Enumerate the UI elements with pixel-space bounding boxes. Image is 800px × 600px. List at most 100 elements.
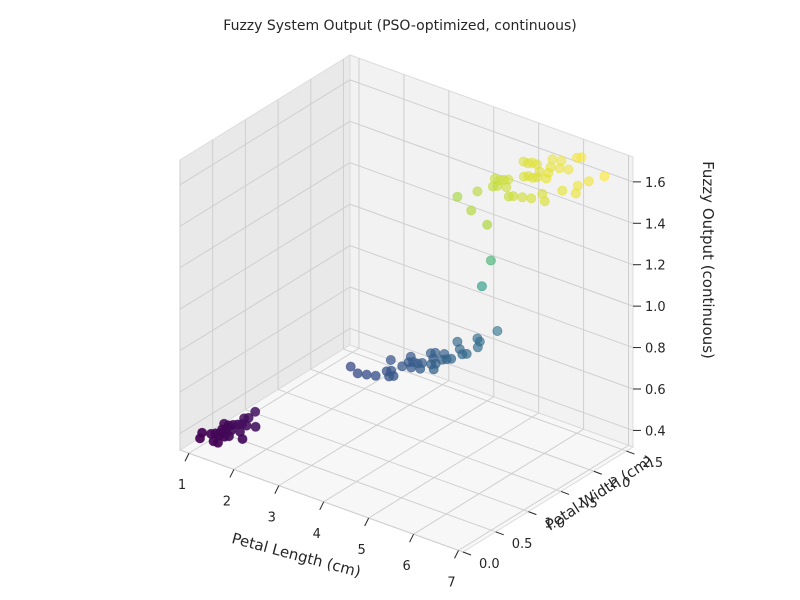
data-point bbox=[385, 354, 396, 365]
x-tick-mark bbox=[229, 469, 235, 478]
data-point bbox=[472, 342, 483, 353]
data-point bbox=[501, 182, 512, 193]
axis-panes bbox=[178, 54, 635, 553]
data-point bbox=[583, 176, 594, 187]
data-point bbox=[428, 364, 439, 375]
x-tick-label: 3 bbox=[268, 511, 276, 526]
data-point bbox=[250, 421, 261, 432]
data-point bbox=[223, 431, 234, 442]
data-point bbox=[532, 172, 543, 183]
data-point bbox=[352, 368, 363, 379]
grid-line-z-back bbox=[349, 327, 634, 431]
data-point bbox=[415, 363, 426, 374]
axis-ticks: 1 2 3 4 5 6 7 0.0 0.5 1.0 1.5 2.0 2.5 0.4 0.6 0.8 1.0 1.2… bbox=[178, 176, 666, 591]
data-point bbox=[461, 348, 472, 359]
x-tick-label: 1 bbox=[178, 478, 186, 493]
grid-line-y-floor bbox=[179, 449, 464, 553]
grid-line-z-left bbox=[179, 286, 351, 393]
x-tick-label: 6 bbox=[402, 559, 410, 574]
grid-line-z-back bbox=[349, 79, 634, 183]
data-point bbox=[539, 196, 550, 207]
data-point bbox=[452, 191, 463, 202]
x-tick-mark bbox=[184, 453, 190, 462]
y-tick-mark bbox=[462, 551, 472, 556]
z-tick-label: 0.6 bbox=[645, 383, 666, 398]
grid-line-y-floor bbox=[212, 429, 496, 533]
data-point bbox=[508, 191, 519, 202]
data-point bbox=[476, 281, 487, 292]
grid-line-z-back bbox=[349, 120, 634, 224]
x-tick-mark bbox=[274, 485, 280, 494]
grid-line-y-floor bbox=[245, 409, 529, 513]
y-tick-label: 0.5 bbox=[512, 537, 533, 552]
data-point bbox=[599, 171, 610, 182]
grid-line-x-floor bbox=[458, 444, 629, 551]
y-tick-mark bbox=[560, 490, 570, 495]
grid-line-z-back bbox=[349, 286, 634, 390]
z-tick-label: 1.0 bbox=[645, 300, 666, 315]
x-tick-mark bbox=[409, 533, 415, 543]
x-tick-label: 5 bbox=[358, 543, 366, 558]
data-point bbox=[370, 370, 381, 381]
y-tick-label: 1.0 bbox=[544, 517, 565, 532]
data-point bbox=[237, 433, 248, 444]
z-tick-label: 1.4 bbox=[645, 217, 666, 232]
data-points bbox=[194, 152, 610, 448]
data-point bbox=[576, 152, 587, 163]
data-point bbox=[194, 433, 205, 444]
grid-line-z-left bbox=[179, 120, 351, 227]
data-point bbox=[446, 353, 457, 364]
data-point bbox=[526, 193, 537, 204]
y-tick-label: 2.5 bbox=[642, 456, 663, 471]
grid-line-z-left bbox=[179, 245, 351, 351]
data-point bbox=[492, 325, 503, 336]
x-tick-label: 2 bbox=[223, 494, 231, 509]
x-axis-label: Petal Length (cm) bbox=[230, 529, 363, 581]
grid-line-y-floor bbox=[277, 388, 562, 492]
data-point bbox=[517, 192, 528, 203]
data-point bbox=[482, 219, 493, 230]
grid-line-x-floor bbox=[278, 380, 450, 487]
grid-line-x-floor bbox=[368, 412, 539, 519]
x-tick-mark bbox=[364, 517, 370, 527]
y-tick-label: 2.0 bbox=[610, 476, 631, 491]
grid-line-z-back bbox=[349, 245, 634, 349]
grid-line-z-back bbox=[349, 162, 634, 266]
data-point bbox=[250, 406, 261, 417]
data-point bbox=[485, 255, 496, 266]
x-tick-mark bbox=[319, 501, 325, 511]
data-point bbox=[397, 361, 408, 372]
data-point bbox=[466, 205, 477, 216]
y-tick-mark bbox=[593, 470, 602, 475]
data-point bbox=[388, 370, 399, 381]
x-tick-mark bbox=[454, 550, 459, 559]
data-point bbox=[563, 164, 574, 175]
chart-title: Fuzzy System Output (PSO-optimized, cont… bbox=[223, 18, 576, 34]
grid-line-z-left bbox=[179, 79, 351, 186]
data-point bbox=[345, 361, 356, 372]
z-tick-label: 0.8 bbox=[645, 342, 666, 357]
data-point bbox=[406, 362, 417, 373]
data-point bbox=[361, 369, 372, 380]
x-tick-label: 7 bbox=[447, 575, 455, 590]
y-tick-label: 1.5 bbox=[577, 496, 598, 511]
data-point bbox=[557, 185, 568, 196]
grid-line-z-left bbox=[179, 203, 351, 310]
z-tick-label: 1.2 bbox=[645, 259, 666, 274]
z-axis-label: Fuzzy Output (continuous) bbox=[699, 161, 717, 359]
data-point bbox=[212, 437, 223, 448]
z-tick-label: 0.4 bbox=[645, 424, 666, 439]
grid-line-x-floor bbox=[323, 396, 495, 503]
data-point bbox=[570, 188, 581, 199]
data-point bbox=[541, 173, 552, 184]
grid-line-z-left bbox=[179, 162, 351, 269]
grid-line-z-back bbox=[349, 203, 634, 307]
y-tick-mark bbox=[495, 531, 504, 536]
y-tick-label: 0.0 bbox=[479, 557, 500, 572]
grid-line-y-floor bbox=[310, 368, 594, 472]
grid-line-z-left bbox=[179, 328, 351, 434]
data-point bbox=[492, 180, 503, 191]
y-tick-mark bbox=[626, 450, 635, 455]
y-tick-mark bbox=[528, 511, 537, 516]
